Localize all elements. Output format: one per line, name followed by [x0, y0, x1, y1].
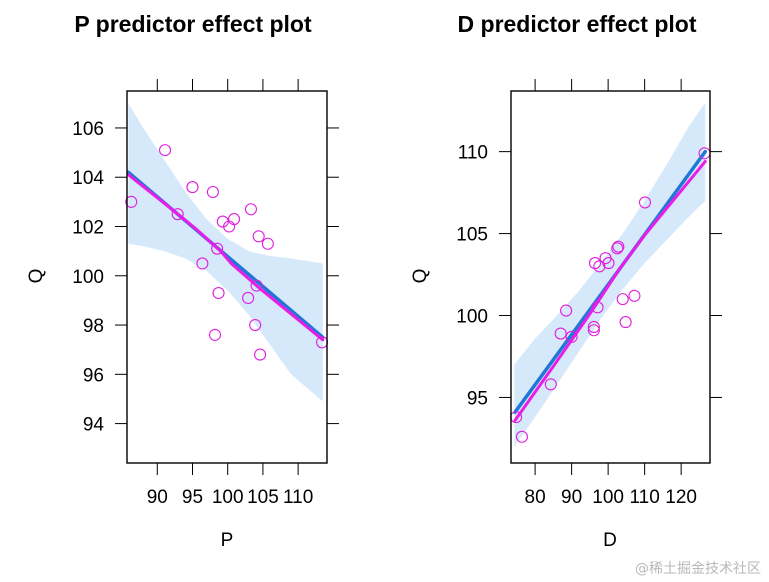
- y-tick-label: 95: [467, 388, 488, 409]
- chart-title: D predictor effect plot: [458, 11, 697, 37]
- data-point: [249, 318, 262, 332]
- x-tick-label: 80: [525, 487, 546, 508]
- data-point: [612, 240, 625, 253]
- data-point: [206, 185, 219, 199]
- chart-title: P predictor effect plot: [74, 11, 312, 37]
- fit-line-layer: [126, 170, 325, 342]
- x-tick-label: 95: [182, 487, 203, 508]
- data-point: [560, 304, 573, 317]
- p-effect-panel: P predictor effect plot 90 95 100 105 110949…: [26, 11, 339, 551]
- data-point: [125, 195, 138, 208]
- x-tick-label: 120: [665, 487, 697, 508]
- y-tick-label: 102: [72, 217, 104, 238]
- data-point: [250, 279, 263, 292]
- smooth-line: [126, 173, 325, 342]
- data-point: [588, 257, 602, 270]
- x-axis-label: P: [221, 530, 234, 551]
- data-point: [619, 316, 632, 329]
- y-tick-label: 98: [83, 316, 104, 337]
- data-point: [244, 203, 257, 216]
- data-point: [227, 213, 241, 226]
- data-point: [616, 293, 629, 306]
- d-effect-panel: D predictor effect plot 80 90 100 110 120951…: [410, 11, 722, 551]
- x-tick-label: 100: [592, 487, 624, 508]
- x-tick-label: 110: [283, 487, 313, 508]
- data-point: [223, 220, 236, 233]
- y-tick-label: 104: [72, 168, 104, 189]
- x-tick-label: 90: [561, 487, 582, 508]
- data-point: [158, 144, 172, 157]
- data-point: [186, 181, 199, 194]
- points-layer: [125, 144, 329, 361]
- data-point: [554, 327, 567, 340]
- data-point: [565, 330, 578, 343]
- x-axis-label: D: [603, 530, 617, 551]
- data-point: [208, 328, 222, 341]
- smooth-line: [513, 159, 707, 422]
- y-tick-label: 100: [456, 307, 488, 328]
- data-point: [254, 348, 267, 361]
- data-point: [602, 257, 615, 270]
- x-tick-label: 90: [147, 487, 168, 508]
- data-point: [211, 242, 224, 255]
- data-point: [638, 196, 652, 209]
- data-point: [544, 378, 557, 391]
- confidence-band: [128, 103, 323, 402]
- data-point: [252, 230, 265, 243]
- plot-frame: [510, 90, 711, 464]
- data-point: [196, 257, 209, 270]
- y-tick-label: 100: [72, 267, 104, 288]
- confidence-band-layer: [514, 102, 706, 447]
- data-point: [515, 430, 529, 443]
- data-point: [593, 260, 606, 273]
- y-tick-label: 94: [83, 415, 105, 436]
- fit-line-layer: [513, 149, 708, 422]
- points-layer: [510, 147, 711, 443]
- confidence-band: [514, 102, 706, 447]
- data-point: [171, 208, 184, 221]
- plot-frame: [126, 90, 328, 464]
- y-axis-label: Q: [26, 269, 47, 284]
- data-point: [242, 291, 255, 304]
- x-tick-label: 100: [212, 487, 244, 508]
- y-tick-label: 110: [458, 143, 488, 164]
- data-point: [587, 324, 600, 337]
- data-point: [611, 242, 624, 255]
- data-point: [628, 289, 641, 302]
- data-point: [212, 286, 225, 300]
- y-tick-label: 96: [83, 365, 104, 386]
- confidence-band-layer: [128, 103, 323, 402]
- data-point: [587, 320, 600, 334]
- y-tick-label: 105: [456, 225, 488, 246]
- data-point: [591, 301, 604, 314]
- watermark: @稀土掘金技术社区: [635, 561, 761, 577]
- data-point: [261, 237, 274, 250]
- x-tick-label: 110: [629, 487, 659, 508]
- y-axis-label: Q: [410, 269, 431, 284]
- y-tick-label: 106: [72, 119, 104, 140]
- x-tick-label: 105: [247, 487, 279, 508]
